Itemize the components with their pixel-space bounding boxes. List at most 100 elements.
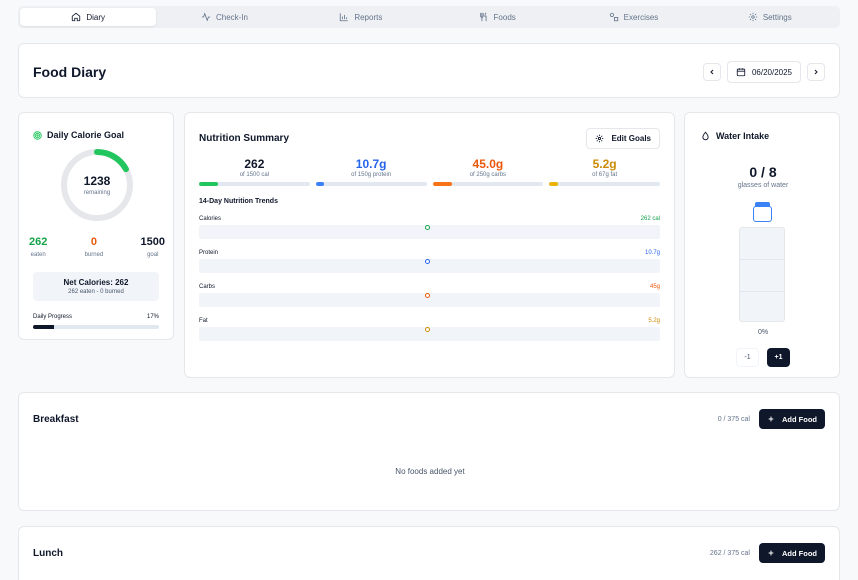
water-intake-title: Water Intake (701, 131, 769, 141)
breakfast-add-food-label: Add Food (782, 414, 817, 424)
trend-carbs-point (425, 293, 430, 298)
droplet-icon (702, 131, 709, 141)
calorie-goal-title-text: Daily Calorie Goal (47, 130, 125, 140)
trend-carbs-bar (199, 293, 660, 307)
macro-protein-value: 10.7g (355, 157, 387, 171)
calorie-ring (61, 149, 133, 221)
bottle-icon (753, 206, 772, 222)
trend-fat-bar (199, 327, 660, 341)
macro-carbs-sub: of 250g carbs (469, 172, 507, 178)
breakfast-card: Breakfast 0 / 375 cal Add Food No foods … (18, 392, 840, 511)
gauge-line (740, 259, 784, 260)
macro-calories-value: 262 (244, 157, 265, 171)
calories-remaining-label: remaining (83, 190, 111, 196)
trend-fat-point (425, 327, 430, 332)
chevron-right-icon (814, 69, 818, 75)
daily-progress-pct: 17% (146, 314, 159, 320)
main-tabs: Diary Check-In Reports Foods Exercises S… (18, 6, 840, 28)
tab-exercises[interactable]: Exercises (565, 8, 701, 26)
breakfast-add-food-button[interactable]: Add Food (759, 409, 825, 429)
water-count: 0 / 8 (749, 164, 777, 180)
macro-fat-value: 5.2g (592, 157, 617, 171)
bar-chart-icon (340, 13, 349, 22)
trend-calories-point (425, 225, 430, 230)
trend-fat: Fat 5.2g (199, 318, 660, 341)
calorie-ring-label: 1238 remaining (59, 174, 135, 196)
breakfast-actions: 0 / 375 cal Add Food (718, 409, 825, 429)
breakfast-empty-message: No foods added yet (395, 467, 465, 476)
lunch-actions: 262 / 375 cal Add Food (710, 543, 825, 563)
stat-burned-label: burned (84, 252, 104, 258)
lunch-add-food-label: Add Food (782, 548, 817, 558)
next-day-button[interactable] (807, 63, 825, 81)
plus-icon (768, 550, 774, 556)
water-count-label: glasses of water (737, 182, 789, 189)
stat-burned: 0 burned (85, 236, 104, 258)
macro-calories-fill (199, 182, 218, 186)
edit-goals-label: Edit Goals (611, 134, 651, 143)
tab-check-in[interactable]: Check-In (156, 8, 292, 26)
net-calories-title: Net Calories: 262 (63, 278, 129, 287)
tab-diary[interactable]: Diary (20, 8, 157, 26)
breakfast-calories: 0 / 375 cal (717, 415, 750, 423)
water-intake-title-text: Water Intake (716, 131, 770, 141)
macro-carbs-fill (432, 182, 453, 186)
macro-fat-fill (549, 182, 559, 186)
prev-day-button[interactable] (702, 63, 721, 81)
water-percent: 0% (757, 329, 769, 336)
tab-settings[interactable]: Settings (702, 8, 838, 26)
water-level-gauge (739, 227, 785, 322)
utensils-icon (479, 12, 487, 22)
trend-protein-bar (199, 259, 660, 273)
lunch-add-food-button[interactable]: Add Food (759, 543, 825, 563)
date-value: 06/20/2025 (751, 67, 792, 77)
trend-calories-value: 262 cal (640, 216, 660, 222)
tab-foods[interactable]: Foods (429, 8, 565, 26)
macro-fat-sub: of 67g fat (592, 172, 618, 178)
lunch-title: Lunch (33, 548, 63, 559)
calorie-stats: 262 eaten 0 burned 1500 goal (29, 236, 165, 258)
macro-calories-bar (199, 182, 310, 186)
daily-progress-fill (33, 325, 55, 329)
chevron-left-icon (710, 69, 714, 75)
macro-carbs-bar (432, 182, 544, 186)
gauge-line (740, 291, 784, 292)
macro-summary: 262 of 1500 cal 10.7g of 150g protein 45… (199, 157, 660, 186)
macro-protein: 10.7g of 150g protein (315, 157, 427, 186)
shapes-icon (609, 12, 618, 22)
stat-goal-value: 1500 (140, 236, 165, 248)
macro-fat: 5.2g of 67g fat (549, 157, 660, 186)
lunch-card: Lunch 262 / 375 cal Add Food (18, 526, 840, 580)
trend-carbs-label: Carbs (199, 284, 216, 290)
tab-exercises-label: Exercises (623, 12, 659, 22)
macro-fat-bar (549, 182, 660, 186)
trend-fat-label: Fat (199, 318, 208, 324)
gear-icon (596, 134, 604, 143)
macro-calories-sub: of 1500 cal (239, 172, 270, 178)
gear-icon (748, 12, 758, 22)
trend-calories-bar (199, 225, 660, 239)
edit-goals-button[interactable]: Edit Goals (586, 128, 660, 149)
trend-protein-value: 10.7g (644, 250, 660, 256)
calorie-goal-title: Daily Calorie Goal (33, 130, 124, 140)
daily-progress-row: Daily Progress 17% (33, 314, 159, 320)
remove-glass-button[interactable]: -1 (736, 348, 759, 367)
tab-reports-label: Reports (354, 12, 383, 22)
add-glass-button[interactable]: +1 (767, 348, 790, 367)
macro-carbs: 45.0g of 250g carbs (432, 157, 544, 186)
calorie-goal-card: Daily Calorie Goal 1238 remaining 262 ea… (18, 112, 174, 340)
trend-calories-label: Calories (199, 216, 222, 222)
trend-fat-value: 5.2g (648, 318, 660, 324)
water-intake-card: Water Intake 0 / 8 glasses of water 0% -… (684, 112, 840, 378)
trend-protein-point (425, 259, 430, 264)
stat-eaten-value: 262 (29, 236, 48, 248)
nutrition-summary-title: Nutrition Summary (199, 133, 290, 144)
daily-progress-bar (33, 325, 159, 329)
macro-calories: 262 of 1500 cal (199, 157, 310, 186)
lunch-calories: 262 / 375 cal (709, 549, 750, 557)
macro-protein-fill (315, 182, 324, 186)
date-picker[interactable]: 06/20/2025 (726, 61, 801, 83)
water-controls: -1 +1 (736, 348, 790, 367)
calories-remaining: 1238 (83, 174, 111, 188)
tab-reports[interactable]: Reports (293, 8, 429, 26)
